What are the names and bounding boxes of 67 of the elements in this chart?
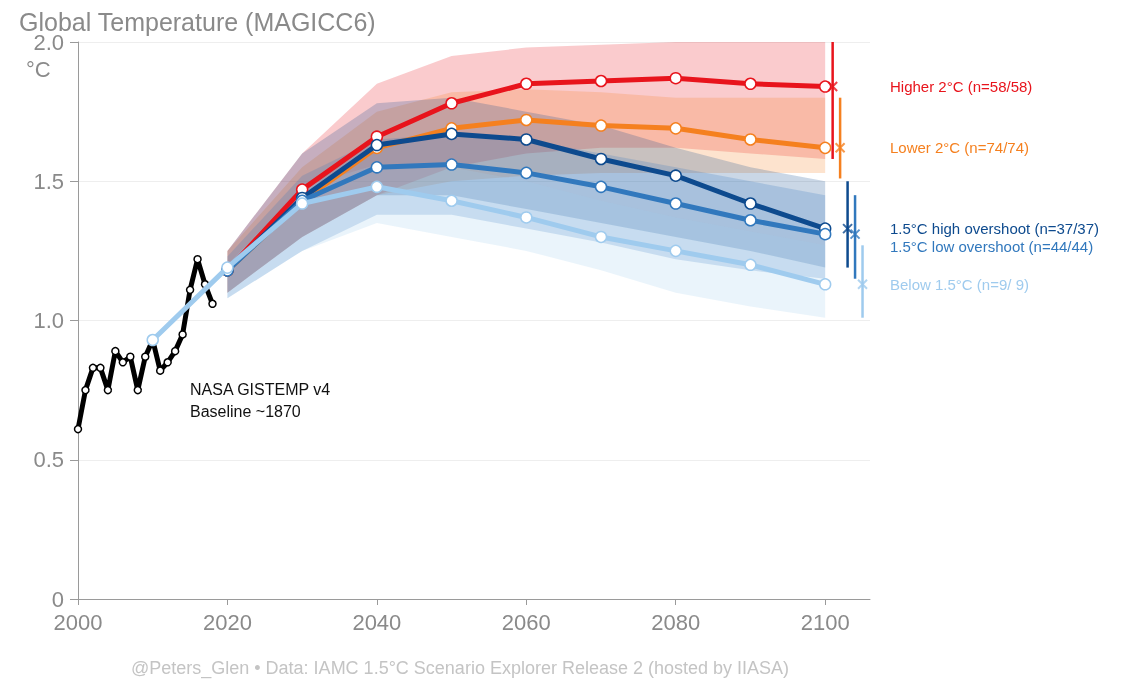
point [81,385,90,395]
y-tick-label: 1.0 [33,308,64,333]
point [744,133,757,146]
point [744,258,757,272]
point [669,122,682,135]
x-tick-label: 2040 [352,609,402,635]
x-tick-label: 2100 [800,609,850,635]
point [370,180,384,194]
point [520,113,533,127]
point [163,358,172,367]
point [126,352,135,361]
point [520,133,533,146]
point [155,366,165,375]
point [178,330,187,339]
point [744,197,757,210]
text: 1.5°C low overshoot (n=44/44) [890,238,1094,256]
point [594,152,608,166]
point [818,141,832,155]
point [141,352,150,361]
point [857,278,869,290]
point [111,346,120,356]
text: Below 1.5°C (n=9/ 9) [890,275,1029,293]
x-tick-label: 2080 [651,609,701,635]
annotation: NASA GISTEMP v4 Baseline ~1870 [190,380,331,420]
point [669,244,682,258]
x-tick-label: 2020 [202,609,252,635]
point [445,127,458,141]
point [744,77,757,91]
point [594,119,608,132]
point [669,197,682,210]
y-tick-label: 0.5 [33,447,64,473]
point [370,161,384,174]
chart-title: Global Temperature (MAGICC6) [19,7,376,36]
point [842,223,854,235]
point [669,169,682,182]
point [73,424,83,434]
text: 1.5°C high overshoot (n=37/37) [890,220,1100,238]
point [849,228,861,240]
point [594,180,608,194]
x-tick-label: 2000 [53,609,103,635]
point [208,299,217,309]
point [445,158,458,171]
point [118,358,128,367]
point [96,363,105,373]
text: @Peters_Glen • Data: IAMC 1.5°C Scenario Explorer Release 2 (hosted by IIASA) [130,658,790,679]
point [818,227,832,241]
point [445,97,458,110]
point [827,81,839,93]
point [185,285,195,295]
point [744,213,757,227]
x-tick-label: 2060 [501,609,551,635]
point [594,74,608,88]
point [520,211,533,224]
point [818,278,832,291]
text: Lower 2°C (n=74/74) [890,139,1029,157]
point [669,71,682,85]
point [170,346,180,356]
point [88,363,98,373]
y-axis-title: °C [26,56,51,82]
y-tick-label: 0 [51,586,64,612]
point [594,230,608,244]
y-tick-label: 1.5 [33,168,64,194]
text: Higher 2°C (n=58/58) [890,78,1033,96]
point [520,77,533,91]
point [520,166,533,180]
point [445,194,458,207]
point [834,142,846,154]
